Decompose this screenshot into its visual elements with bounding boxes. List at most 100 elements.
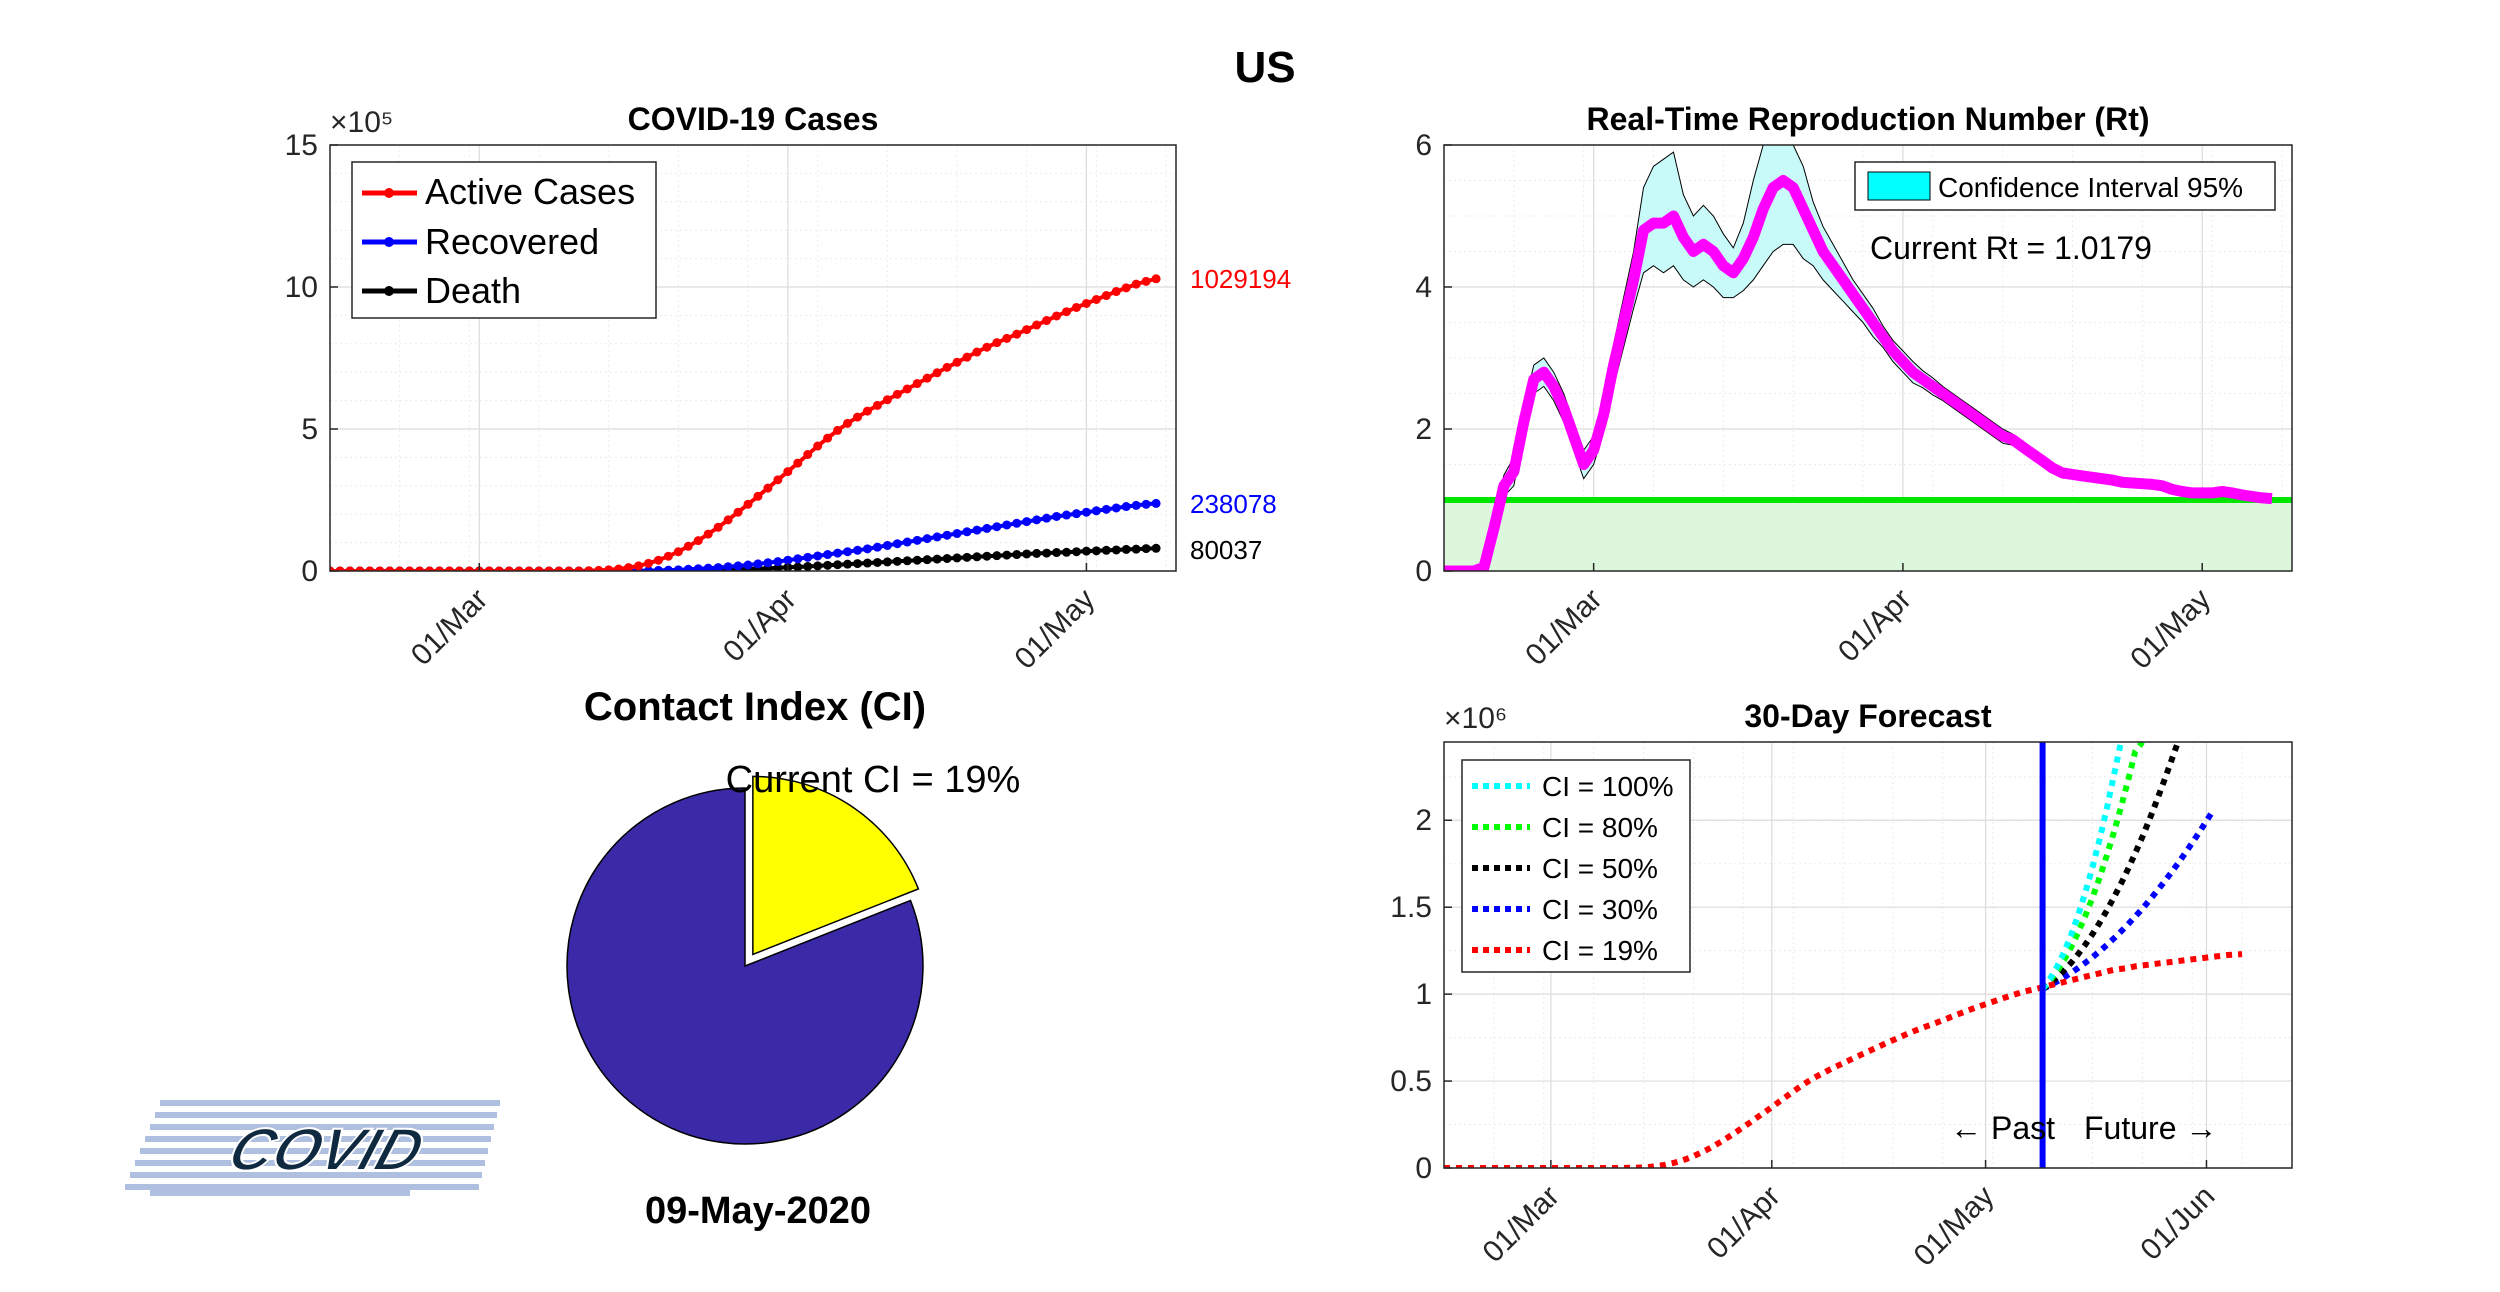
cases-point: [330, 566, 335, 571]
cases-point: [703, 563, 713, 571]
rt-current-annotation: Current Rt = 1.0179: [1870, 230, 2152, 266]
forecast-y-exponent: ×10⁶: [1444, 702, 1507, 735]
cases-point: [753, 491, 763, 501]
cases-point: [922, 555, 932, 565]
recovered-end-label: 238078: [1190, 489, 1277, 519]
cases-point: [1081, 546, 1091, 556]
cases-point: [574, 566, 584, 571]
cases-point: [385, 566, 395, 571]
cases-point: [1151, 274, 1161, 284]
cases-point: [952, 529, 962, 539]
cases-point: [1121, 283, 1131, 293]
rt-y-tick-label: 0: [1415, 555, 1432, 588]
forecast-x-tick-label: 01/Apr: [1701, 1180, 1787, 1266]
cases-point: [355, 566, 365, 571]
cases-point: [693, 564, 703, 571]
cases-point: [853, 412, 863, 422]
cases-point: [1042, 316, 1052, 326]
logo-text: COVID: [220, 1116, 432, 1183]
cases-point: [405, 566, 415, 571]
cases-point: [425, 566, 435, 571]
cases-point: [1111, 287, 1121, 297]
legend-active-marker: [384, 188, 394, 198]
rt-threshold-band: [1444, 500, 2292, 571]
cases-point: [1131, 500, 1141, 510]
cases-point: [564, 566, 574, 571]
cases-point: [912, 555, 922, 565]
cases-point: [1091, 294, 1101, 304]
cases-point: [643, 558, 653, 568]
cases-point: [972, 347, 982, 357]
page-title: US: [1234, 43, 1295, 92]
cases-point: [713, 563, 723, 571]
cases-point: [1012, 550, 1022, 560]
cases-x-tick-label: 01/May: [1008, 583, 1101, 676]
cases-point: [843, 418, 853, 428]
cases-point: [624, 563, 634, 571]
cases-point: [683, 564, 693, 571]
cases-point: [972, 525, 982, 535]
cases-point: [833, 425, 843, 435]
forecast-line-19: [1444, 951, 2243, 1168]
cases-point: [683, 541, 693, 551]
cases-point: [803, 561, 813, 571]
cases-point: [484, 566, 494, 571]
cases-point: [892, 556, 902, 566]
cases-point: [982, 523, 992, 533]
cases-point: [1101, 504, 1111, 514]
cases-point: [783, 555, 793, 565]
rt-legend-swatch: [1867, 171, 1931, 201]
cases-point: [743, 499, 753, 509]
cases-point: [733, 561, 743, 571]
forecast-y-tick-label: 1: [1415, 978, 1432, 1011]
cases-point: [922, 534, 932, 544]
cases-point: [942, 530, 952, 540]
cases-point: [813, 441, 823, 451]
cases-point: [833, 560, 843, 570]
cases-point: [733, 507, 743, 517]
cases-point: [922, 373, 932, 383]
death-end-label: 80037: [1190, 535, 1262, 565]
cases-point: [1141, 499, 1151, 509]
cases-point: [783, 467, 793, 477]
cases-point: [395, 566, 405, 571]
cases-point: [723, 562, 733, 571]
cases-point: [1002, 333, 1012, 343]
cases-point: [743, 560, 753, 570]
cases-point: [793, 458, 803, 468]
rt-y-tick-label: 6: [1415, 129, 1432, 162]
legend-recovered-marker: [384, 237, 394, 247]
rt-legend: Confidence Interval 95%: [1854, 161, 2276, 211]
cases-point: [1071, 302, 1081, 312]
forecast-x-tick-label: 01/Mar: [1476, 1180, 1565, 1269]
rt-main-line: [1444, 175, 2273, 571]
cases-point: [862, 558, 872, 568]
cases-point: [1141, 276, 1151, 286]
forecast-y-tick-label: 1.5: [1390, 891, 1432, 924]
cases-point: [753, 559, 763, 569]
cases-point: [902, 537, 912, 547]
cases-point: [962, 552, 972, 562]
cases-point: [1002, 550, 1012, 560]
cases-point: [1062, 307, 1072, 317]
cases-point: [962, 352, 972, 362]
cases-y-tick-label: 15: [285, 129, 318, 162]
cases-point: [1141, 544, 1151, 554]
rt-x-tick-label: 01/Apr: [1832, 583, 1918, 669]
cases-x-tick-label: 01/Apr: [717, 583, 803, 669]
cases-point: [1032, 320, 1042, 330]
report-date: 09-May-2020: [645, 1190, 871, 1232]
cases-point: [932, 532, 942, 542]
cases-point: [803, 450, 813, 460]
rt-confidence-band: [1444, 145, 2273, 571]
forecast-y-tick-label: 2: [1415, 804, 1432, 837]
forecast-y-tick-label: 0.5: [1390, 1065, 1432, 1098]
active-end-label: 1029194: [1190, 264, 1291, 294]
cases-point: [375, 566, 385, 571]
legend-death-label: Death: [425, 270, 521, 311]
cases-point: [1101, 545, 1111, 555]
legend-active-label: Active Cases: [425, 171, 635, 212]
cases-point: [1042, 513, 1052, 523]
cases-point: [1081, 298, 1091, 308]
